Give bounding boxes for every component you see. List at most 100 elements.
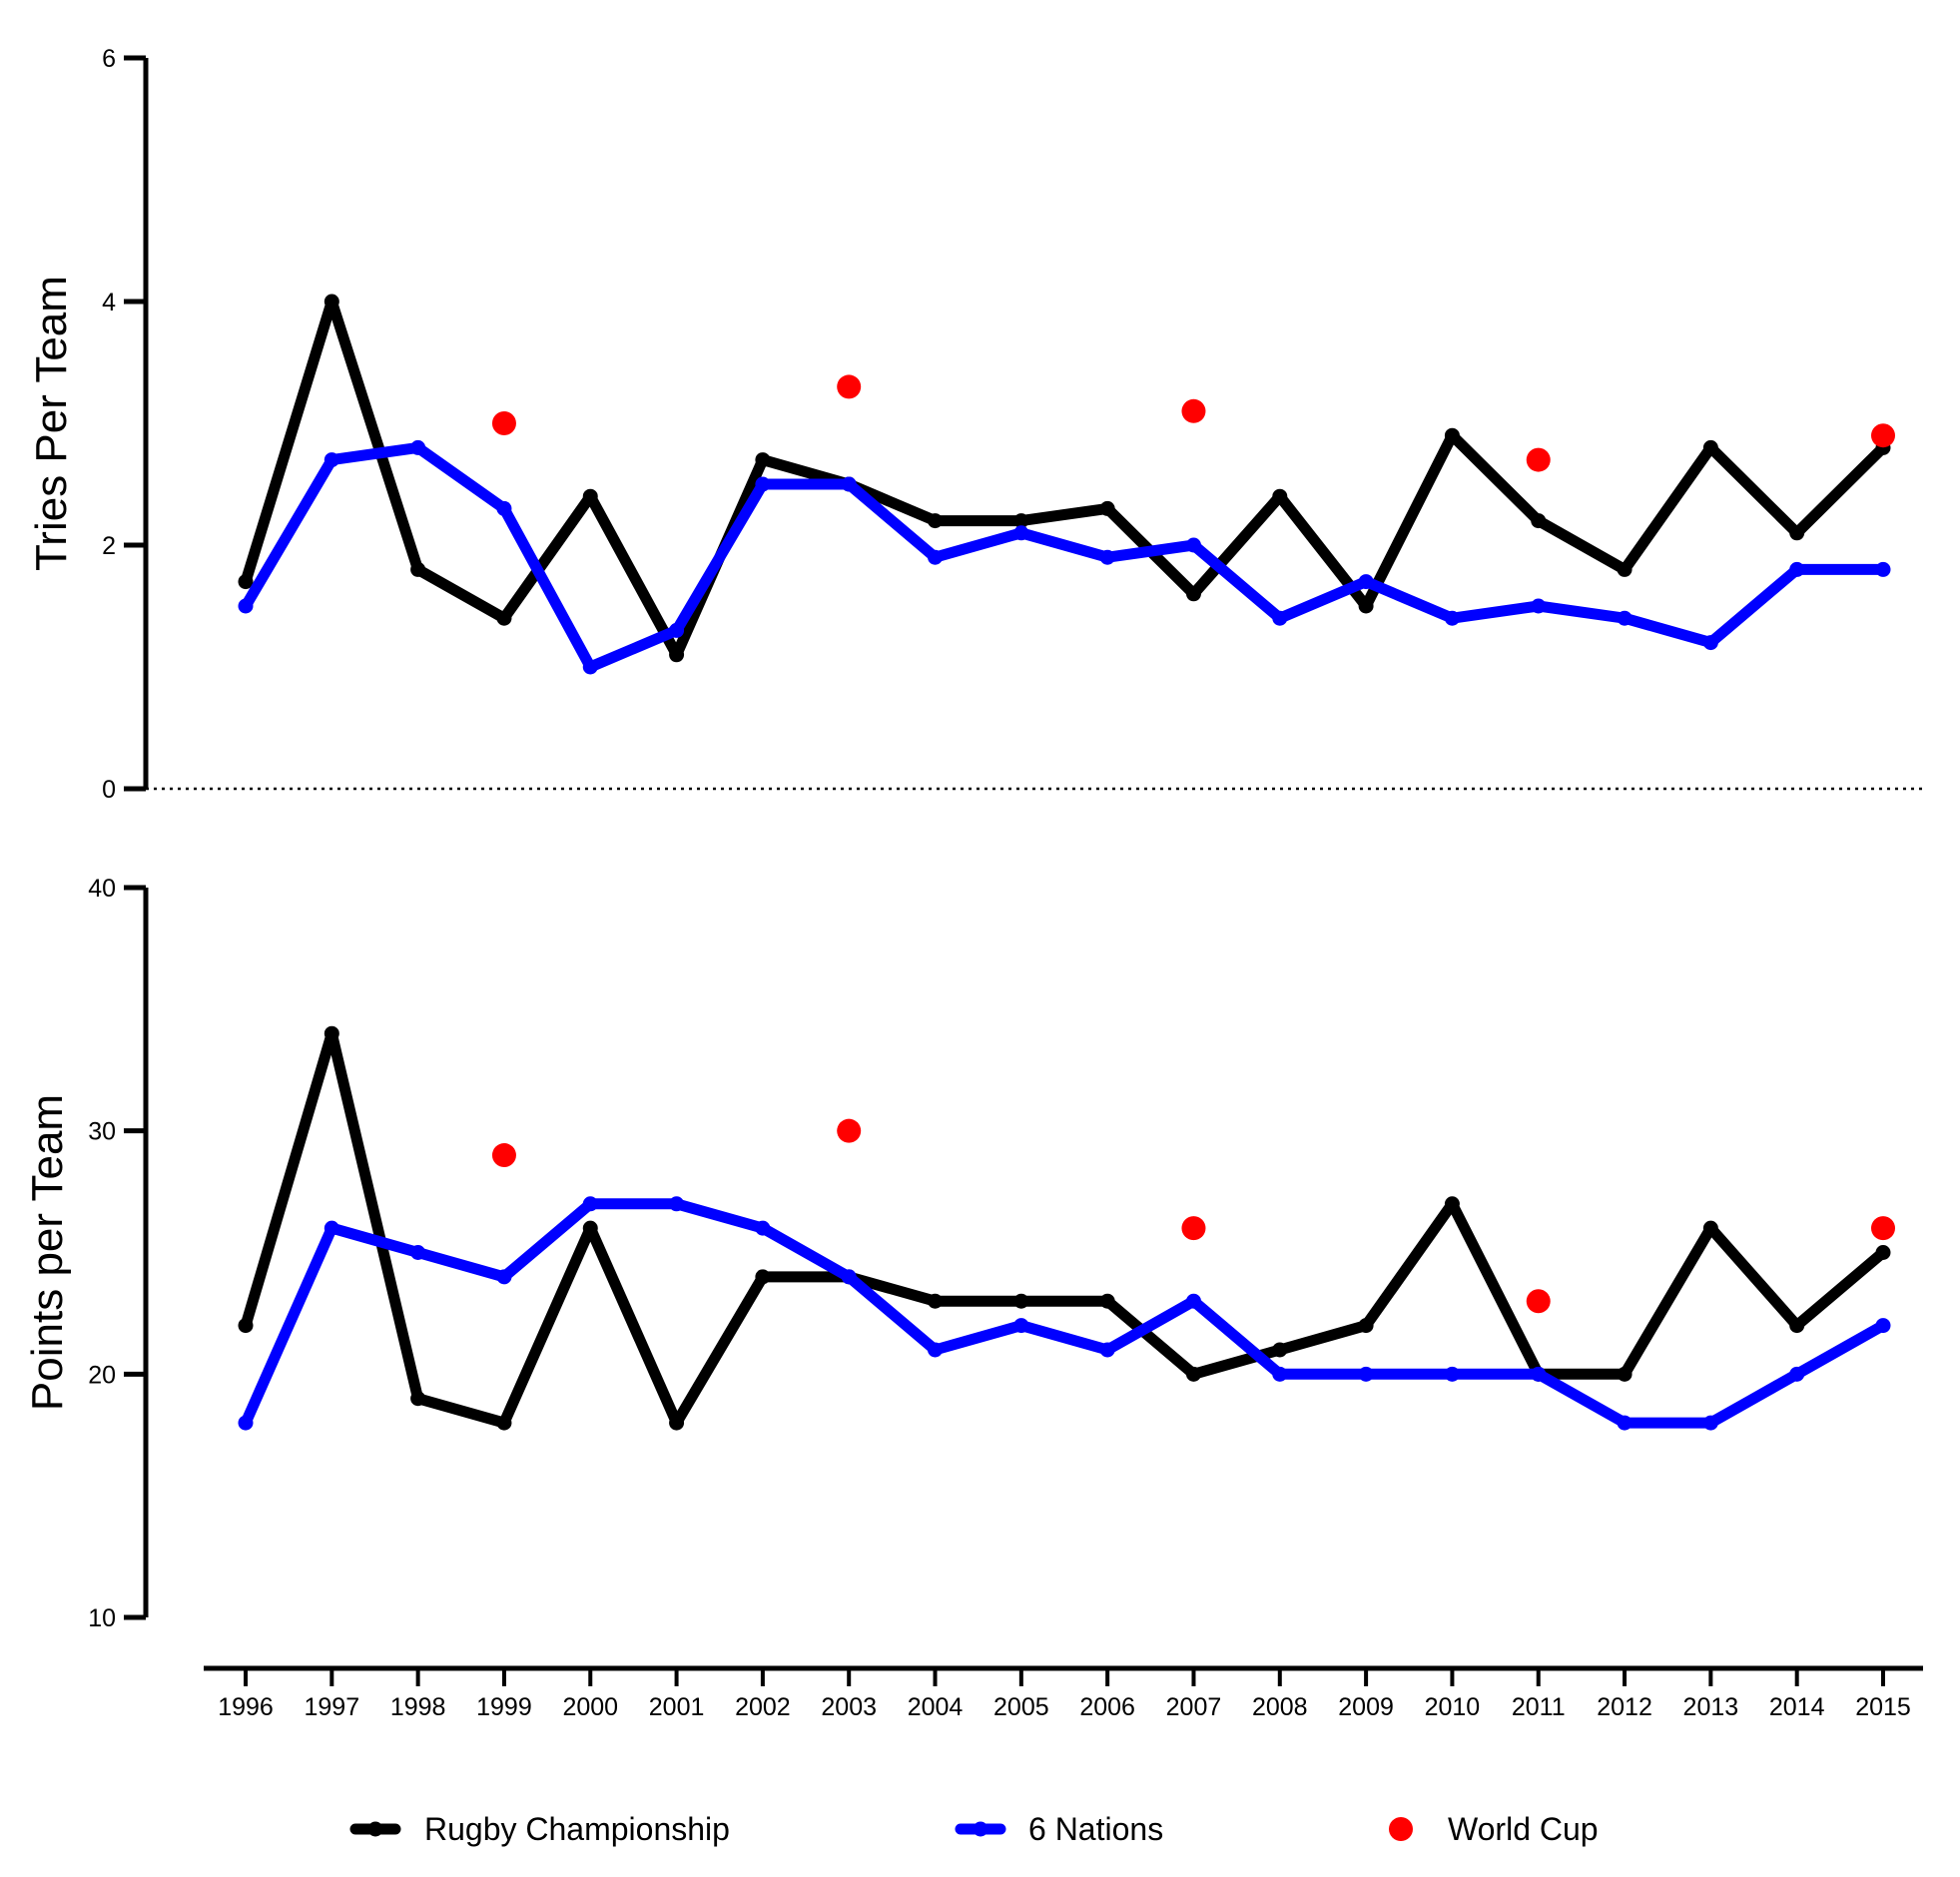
- legend-swatch-marker: [973, 1821, 988, 1837]
- points-rugby-championship-point: [1272, 1342, 1288, 1358]
- x-tick-label: 2002: [735, 1693, 791, 1721]
- tries-world-cup-point: [1181, 398, 1206, 423]
- points-rugby-championship-point: [1185, 1366, 1201, 1382]
- x-tick-label: 2007: [1166, 1693, 1222, 1721]
- points-6-nations-point: [410, 1245, 426, 1260]
- points-6-nations-point: [582, 1196, 598, 1212]
- tries-rugby-championship-line: [240, 296, 1889, 661]
- tries-rugby-championship-point: [582, 488, 598, 504]
- points-world-cup-point: [1871, 1216, 1895, 1241]
- points-6-nations-point: [496, 1269, 512, 1285]
- legend-item: 6 Nations: [955, 1811, 1163, 1847]
- tries-6-nations-point: [582, 659, 598, 675]
- tries-y-axis-title: Tries Per Team: [27, 276, 76, 571]
- tries-rugby-championship-point: [1358, 598, 1374, 614]
- legend-item: Rugby Championship: [349, 1811, 730, 1847]
- points-world-cup-point: [491, 1143, 516, 1168]
- tries-panel: 0 2 4 6 Tries Per Team: [27, 45, 1923, 804]
- tries-y-tick-label: 0: [102, 776, 116, 804]
- x-tick-label: 2000: [562, 1693, 618, 1721]
- points-6-nations-line: [240, 1198, 1889, 1429]
- x-tick-label: 1998: [390, 1693, 446, 1721]
- points-6-nations-point: [1272, 1366, 1288, 1382]
- points-6-nations-point: [324, 1220, 339, 1236]
- tries-6-nations-point: [1789, 561, 1805, 577]
- legend-swatch-marker: [367, 1821, 383, 1837]
- points-world-cup-point: [1526, 1289, 1551, 1314]
- tries-rugby-championship-point: [410, 561, 426, 577]
- legend: Rugby Championship 6 Nations World Cup: [349, 1811, 1599, 1847]
- tries-world-cup-point: [837, 374, 862, 399]
- points-6-nations-point: [928, 1342, 944, 1358]
- points-6-nations-point: [238, 1415, 254, 1431]
- tries-rugby-championship-point: [238, 574, 254, 590]
- x-tick-label: 2006: [1079, 1693, 1135, 1721]
- tries-6-nations-point: [1617, 610, 1633, 626]
- x-tick-label: 2005: [993, 1693, 1049, 1721]
- points-rugby-championship-point: [1013, 1293, 1029, 1309]
- tries-rugby-championship-point: [1789, 525, 1805, 541]
- points-rugby-championship-point: [1444, 1196, 1460, 1212]
- points-rugby-championship-point: [1099, 1293, 1115, 1309]
- tries-6-nations-point: [496, 500, 512, 516]
- tries-rugby-championship-point: [1444, 427, 1460, 443]
- tries-rugby-championship-point: [928, 513, 944, 529]
- x-tick-label: 2011: [1512, 1693, 1566, 1721]
- points-6-nations-point: [1531, 1366, 1547, 1382]
- points-rugby-championship-point: [238, 1318, 254, 1334]
- tries-world-cup-point: [491, 411, 516, 435]
- tries-y-tick-label: 6: [102, 45, 116, 73]
- tries-6-nations-point: [1444, 610, 1460, 626]
- tries-6-nations-point: [410, 439, 426, 455]
- legend-label: Rugby Championship: [424, 1811, 730, 1847]
- points-y-tick-label: 10: [88, 1604, 116, 1632]
- points-rugby-championship-point: [582, 1220, 598, 1236]
- tries-y-tick-label: 4: [102, 289, 116, 316]
- points-panel: 10 20 30 40 Points per Team: [23, 875, 1895, 1632]
- legend-label: World Cup: [1448, 1811, 1599, 1847]
- x-tick-label: 1996: [218, 1693, 274, 1721]
- tries-rugby-championship-point: [1702, 439, 1718, 455]
- x-tick-label: 2008: [1252, 1693, 1308, 1721]
- tries-rugby-championship-point: [669, 647, 685, 663]
- points-6-nations-point: [1702, 1415, 1718, 1431]
- x-tick-label: 2015: [1855, 1693, 1911, 1721]
- tries-rugby-championship-point: [496, 610, 512, 626]
- points-rugby-championship-point: [1875, 1245, 1891, 1260]
- tries-6-nations-point: [324, 452, 339, 468]
- points-6-nations-point: [1444, 1366, 1460, 1382]
- tries-6-nations-point: [755, 476, 771, 492]
- x-tick-label: 2001: [649, 1693, 705, 1721]
- tries-6-nations-point: [1099, 549, 1115, 565]
- tries-rugby-championship-point: [1617, 561, 1633, 577]
- tries-6-nations-point: [1013, 525, 1029, 541]
- tries-rugby-championship-point: [755, 452, 771, 468]
- points-6-nations-point: [1358, 1366, 1374, 1382]
- tries-rugby-championship-point: [324, 294, 339, 310]
- points-rugby-championship-point: [324, 1025, 339, 1041]
- points-rugby-championship-point: [496, 1415, 512, 1431]
- x-tick-label: 2012: [1597, 1693, 1652, 1721]
- tries-world-cup-point: [1871, 423, 1895, 448]
- tries-rugby-championship-point: [1272, 488, 1288, 504]
- x-tick-label: 2004: [908, 1693, 964, 1721]
- tries-6-nations-point: [238, 598, 254, 614]
- tries-6-nations-point: [1272, 610, 1288, 626]
- tries-rugby-championship-point: [1099, 500, 1115, 516]
- points-6-nations-point: [841, 1269, 857, 1285]
- x-axis: 1996 1997 1998 1999 2000 2001 2002 2003 2004 2005…: [204, 1665, 1923, 1721]
- tries-rugby-championship-point: [1013, 513, 1029, 529]
- points-6-nations-point: [1185, 1293, 1201, 1309]
- x-tick-label: 2010: [1425, 1693, 1481, 1721]
- tries-6-nations-point: [1185, 537, 1201, 553]
- tries-rugby-championship-point: [1531, 513, 1547, 529]
- tries-6-nations-point: [841, 476, 857, 492]
- x-tick-label: 2013: [1683, 1693, 1739, 1721]
- points-6-nations-point: [755, 1220, 771, 1236]
- points-y-tick-label: 30: [88, 1118, 116, 1146]
- points-y-axis-title: Points per Team: [23, 1094, 72, 1411]
- points-y-tick-label: 40: [88, 875, 116, 903]
- points-rugby-championship-line: [240, 1027, 1889, 1429]
- points-6-nations-point: [1099, 1342, 1115, 1358]
